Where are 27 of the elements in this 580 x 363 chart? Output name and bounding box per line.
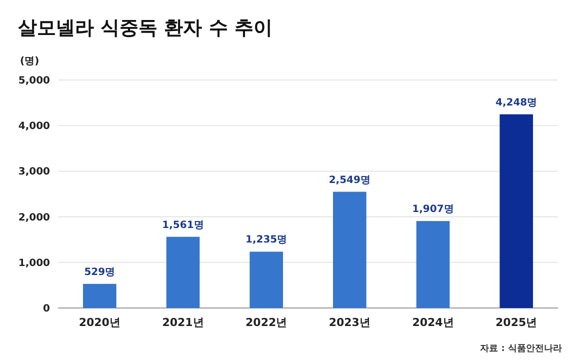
- y-tick-label: 0: [43, 304, 50, 314]
- x-tick-label: 2023년: [328, 316, 370, 329]
- data-label: 529명: [84, 266, 116, 278]
- x-tick-label: 2025년: [496, 316, 538, 329]
- bar: [166, 236, 200, 308]
- chart-title: 살모넬라 식중독 환자 수 추이: [18, 17, 272, 39]
- y-tick-label: 3,000: [18, 166, 50, 178]
- bar: [83, 284, 116, 308]
- bar: [250, 252, 283, 308]
- data-label: 4,248명: [496, 97, 538, 108]
- bar: [416, 221, 450, 308]
- bar: [500, 114, 533, 308]
- bar: [333, 192, 366, 308]
- x-tick-label: 2022년: [246, 316, 288, 329]
- y-tick-label: 5,000: [18, 76, 50, 86]
- x-tick-label: 2020년: [78, 316, 120, 329]
- y-tick-label: 1,000: [18, 258, 50, 269]
- data-label: 1,907명: [412, 204, 454, 216]
- x-tick-label: 2021년: [162, 316, 204, 329]
- y-axis-title: (명): [20, 56, 40, 67]
- y-tick-label: 2,000: [18, 212, 50, 224]
- data-label: 1,235명: [246, 234, 288, 246]
- data-label: 1,561명: [162, 220, 204, 231]
- x-tick-label: 2024년: [412, 316, 454, 329]
- data-label: 2,549명: [328, 174, 370, 186]
- y-tick-label: 4,000: [18, 121, 50, 132]
- text: 자료 : 식품안전나라: [480, 344, 562, 354]
